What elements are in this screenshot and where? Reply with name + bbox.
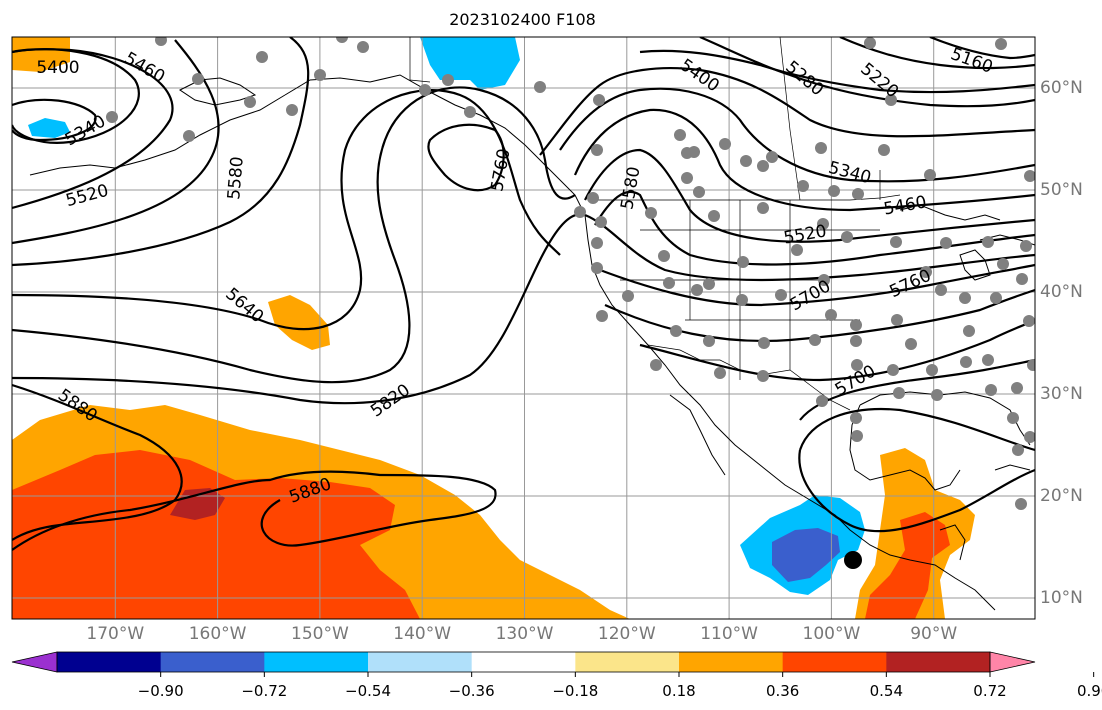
lat-tick-label: 20°N	[1040, 486, 1083, 506]
colorbar-tick-label: 0.72	[973, 682, 1007, 700]
lat-tick-label: 10°N	[1040, 588, 1083, 608]
colorbar-segment	[160, 652, 265, 672]
contour-label: 5580	[617, 165, 644, 211]
anomaly-fill-hawaii-orange	[268, 295, 330, 350]
lon-tick-label: 120°W	[597, 624, 656, 644]
lon-tick-label: 150°W	[291, 624, 349, 644]
colorbar-tick-label: 0.18	[662, 682, 696, 700]
lon-tick-label: 90°W	[910, 624, 958, 644]
colorbar-segment	[575, 652, 680, 672]
colorbar-segment	[368, 652, 473, 672]
contour-label: 5760	[487, 147, 514, 193]
height-contours	[12, 37, 1035, 551]
colorbar-tick-label: −0.90	[137, 682, 184, 700]
anomaly-fill-alaska-blue	[420, 37, 520, 90]
contour-label: 5400	[36, 58, 79, 78]
anomaly-fill-topleft-blue	[28, 118, 70, 138]
highlight-marker	[844, 551, 862, 569]
lon-tick-label: 140°W	[393, 624, 452, 644]
colorbar-segment	[57, 652, 162, 672]
lat-tick-label: 30°N	[1040, 384, 1083, 404]
colorbar-segment	[264, 652, 369, 672]
map-frame	[11, 36, 1036, 620]
lon-tick-label: 100°W	[802, 624, 861, 644]
lon-tick-label: 130°W	[495, 624, 554, 644]
colorbar-extend-low	[11, 651, 58, 673]
colorbar-segment	[782, 652, 887, 672]
colorbar-frame	[56, 651, 991, 673]
colorbar	[11, 651, 1095, 677]
contour-label: 5520	[782, 221, 828, 248]
map-title: 2023102400 F108	[449, 10, 596, 29]
colorbar-tick-label: 0.36	[765, 682, 800, 700]
contour-label: 5340	[826, 158, 873, 189]
lat-tick-label: 60°N	[1040, 78, 1083, 98]
anomaly-fill-pacific-red	[12, 450, 420, 619]
lon-tick-label: 110°W	[700, 624, 758, 644]
lon-tick-label: 170°W	[86, 624, 145, 644]
anomaly-fill-camerica-red	[865, 512, 950, 619]
colorbar-extend-high	[989, 651, 1036, 673]
contour-label: 5520	[64, 181, 111, 212]
anomaly-fill-topleft-orange	[12, 37, 70, 72]
lat-tick-label: 40°N	[1040, 282, 1083, 302]
colorbar-tick-label: −0.36	[448, 682, 495, 700]
colorbar-tick-label: −0.18	[552, 682, 599, 700]
colorbar-tick-label: −0.54	[345, 682, 391, 700]
contour-label: 5580	[224, 156, 248, 201]
lat-tick-label: 50°N	[1040, 180, 1083, 200]
anomaly-fill-mexico-blue	[772, 528, 840, 582]
lon-tick-label: 160°W	[188, 624, 247, 644]
colorbar-segment	[471, 652, 576, 672]
colorbar-tick-label: 0.54	[869, 682, 904, 700]
colorbar-tick-label: 0.90	[1076, 682, 1102, 700]
station-markers	[106, 37, 1035, 510]
colorbar-tick-label: −0.72	[241, 682, 288, 700]
colorbar-segment	[886, 652, 991, 672]
colorbar-segment	[679, 652, 784, 672]
